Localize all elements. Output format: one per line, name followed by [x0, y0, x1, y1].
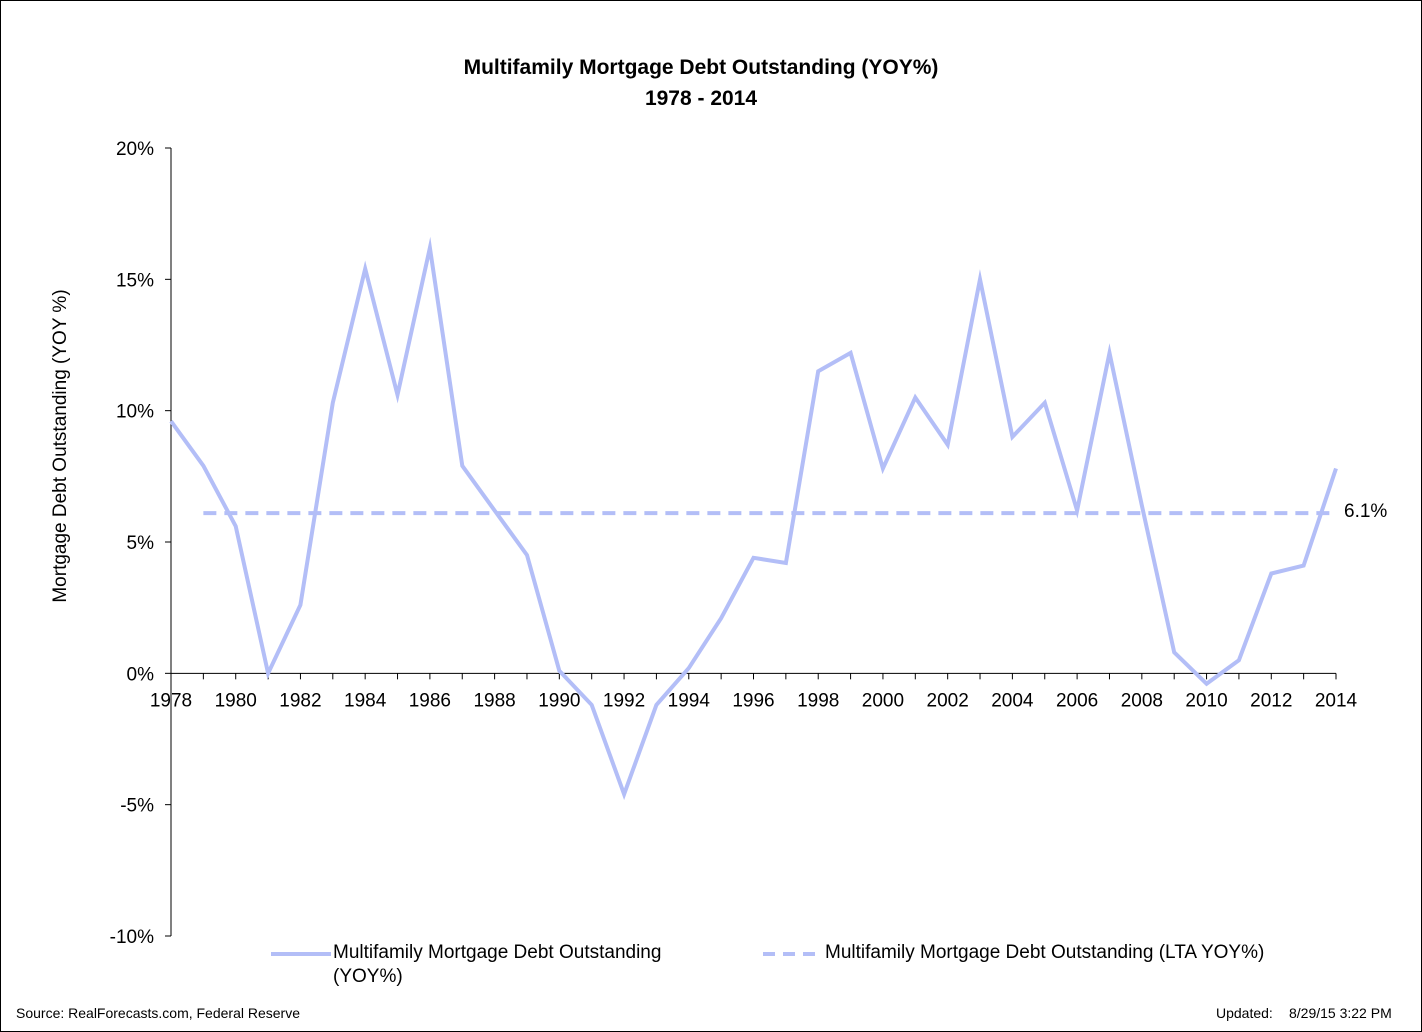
x-tick-label: 1980	[215, 690, 257, 711]
lta-value-label: 6.1%	[1344, 501, 1387, 522]
y-tick-label: -10%	[110, 927, 154, 948]
y-tick-label: 5%	[127, 533, 155, 554]
y-tick-label: 15%	[116, 270, 154, 291]
x-tick-label: 1988	[473, 690, 515, 711]
x-tick-label: 1994	[668, 690, 711, 711]
legend-solid-line-swatch	[271, 952, 331, 956]
x-tick-label: 1984	[344, 690, 387, 711]
legend-item-yoy: Multifamily Mortgage Debt Outstanding (Y…	[271, 941, 713, 989]
legend-label-yoy: Multifamily Mortgage Debt Outstanding (Y…	[333, 941, 713, 989]
updated-label: Updated:	[1216, 1005, 1273, 1021]
y-tick-label: 10%	[116, 402, 154, 423]
x-tick-label: 1998	[797, 690, 839, 711]
x-tick-label: 2014	[1315, 690, 1358, 711]
x-tick-label: 1996	[732, 690, 774, 711]
x-tick-label: 2004	[991, 690, 1034, 711]
x-tick-label: 1982	[279, 690, 321, 711]
x-tick-label: 1992	[603, 690, 645, 711]
x-tick-label: 1990	[538, 690, 580, 711]
legend-dashed-line-swatch	[763, 952, 823, 956]
legend-label-yoy-line2: (YOY%)	[333, 966, 403, 987]
y-tick-label: 20%	[116, 139, 154, 160]
legend-label-lta: Multifamily Mortgage Debt Outstanding (L…	[825, 942, 1265, 963]
x-tick-label: 2010	[1185, 690, 1227, 711]
y-tick-label: -5%	[120, 796, 154, 817]
y-tick-label: 0%	[127, 664, 155, 685]
legend-label-yoy-line1: Multifamily Mortgage Debt Outstanding	[333, 942, 662, 963]
chart-subtitle: 1978 - 2014	[644, 87, 758, 110]
x-tick-label: 1978	[150, 690, 192, 711]
x-tick-label: 1986	[409, 690, 451, 711]
yoy-series-line	[169, 236, 1338, 801]
x-tick-label: 2000	[862, 690, 904, 711]
x-tick-label: 2012	[1250, 690, 1292, 711]
legend-item-lta: Multifamily Mortgage Debt Outstanding (L…	[763, 941, 1264, 965]
chart-title: Multifamily Mortgage Debt Outstanding (Y…	[463, 56, 939, 79]
source-note: Source: RealForecasts.com, Federal Reser…	[16, 1005, 300, 1021]
x-tick-label: 2008	[1121, 690, 1163, 711]
x-tick-label: 2006	[1056, 690, 1098, 711]
x-tick-label: 2002	[927, 690, 969, 711]
updated-timestamp: 8/29/15 3:22 PM	[1289, 1005, 1392, 1021]
